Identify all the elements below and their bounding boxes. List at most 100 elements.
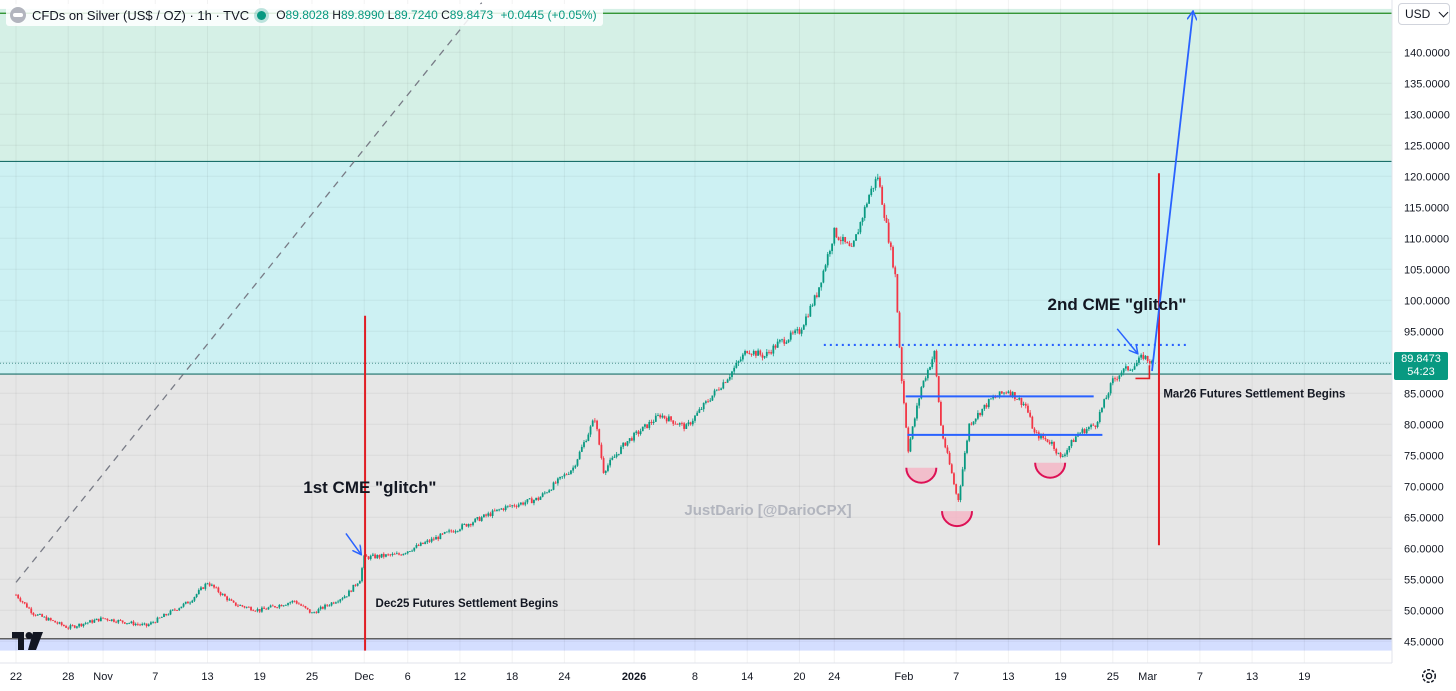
candle-body <box>552 482 555 490</box>
candle-body <box>1046 439 1049 443</box>
candle-body <box>278 604 281 608</box>
candle-body <box>345 596 348 598</box>
candle-body <box>620 446 622 454</box>
candle <box>1135 360 1138 367</box>
candle-body <box>955 484 958 494</box>
candle <box>404 552 407 555</box>
candle <box>1114 376 1116 382</box>
candle <box>963 450 966 472</box>
candle <box>863 205 866 221</box>
candle <box>469 523 472 528</box>
candle-body <box>478 517 481 521</box>
candle <box>900 346 903 384</box>
candle <box>1146 355 1149 364</box>
candle <box>726 378 729 383</box>
candle <box>622 442 625 450</box>
candle <box>82 623 85 628</box>
candle-body <box>759 350 762 355</box>
candle <box>593 418 596 424</box>
bowl-curve-2 <box>941 511 974 528</box>
candle-body <box>746 351 749 354</box>
candle <box>794 328 796 335</box>
candle-body <box>874 179 877 188</box>
candle-body <box>1109 383 1112 394</box>
candle <box>874 176 877 191</box>
candle-body <box>121 620 124 623</box>
candle <box>224 593 226 597</box>
candle-body <box>933 350 936 360</box>
candle-body <box>1079 432 1082 434</box>
candle-body <box>1131 369 1134 371</box>
y-tick-label: 95.0000 <box>1404 326 1444 338</box>
candle <box>946 445 949 455</box>
candle <box>700 407 703 411</box>
candle-body <box>940 402 942 426</box>
candle-body <box>1040 434 1042 439</box>
candle-body <box>646 424 649 429</box>
candle-body <box>485 514 487 516</box>
candle-body <box>228 599 231 601</box>
candle <box>213 584 215 589</box>
settings-gear-icon[interactable] <box>1420 667 1438 685</box>
candle <box>826 251 829 268</box>
candle <box>950 463 953 474</box>
candle-body <box>942 425 944 439</box>
candle-body <box>102 617 104 619</box>
x-tick-label: 7 <box>152 671 158 683</box>
candle <box>60 621 63 627</box>
symbol-title[interactable]: CFDs on Silver (US$ / OZ) · 1h · TVC <box>32 7 250 23</box>
candle <box>778 339 781 344</box>
candle <box>650 419 653 425</box>
candle <box>76 625 78 629</box>
candle-body <box>907 427 910 452</box>
candle <box>530 496 533 504</box>
candle <box>180 606 183 609</box>
candle <box>387 553 390 557</box>
candle-body <box>330 602 333 606</box>
candle <box>84 621 87 625</box>
candle-body <box>393 553 396 555</box>
candle-body <box>896 274 899 313</box>
candle <box>674 421 677 425</box>
candle-body <box>763 356 766 358</box>
candle-body <box>30 608 33 613</box>
candle <box>735 360 738 369</box>
zone-bottom <box>0 638 1392 651</box>
ohlc-values: O89.8028 H89.8990 L89.7240 C89.8473 +0.0… <box>276 8 597 22</box>
candle-body <box>413 547 416 551</box>
candle-body <box>931 359 934 368</box>
candle <box>829 249 831 257</box>
bowl-fill-3 <box>1035 462 1066 478</box>
candle-body <box>768 351 770 353</box>
candle-body <box>792 332 794 334</box>
candle <box>319 605 322 611</box>
candle <box>293 600 296 603</box>
candle <box>848 240 851 247</box>
x-tick-label: 8 <box>692 671 698 683</box>
x-tick-label: 28 <box>62 671 74 683</box>
candle-body <box>1029 412 1032 417</box>
candle-body <box>580 446 583 452</box>
tradingview-logo-icon[interactable] <box>12 632 44 650</box>
candle <box>1070 439 1073 449</box>
candle <box>1083 428 1086 434</box>
candle <box>876 173 879 181</box>
candle <box>596 419 598 432</box>
candle <box>202 587 205 590</box>
candle-body <box>587 434 590 441</box>
candle-body <box>398 553 400 555</box>
candle-body <box>356 583 359 586</box>
x-tick-label: 18 <box>506 671 518 683</box>
candle <box>676 423 679 425</box>
candle <box>578 450 581 460</box>
candle <box>1133 363 1136 370</box>
y-tick-label: 55.0000 <box>1404 574 1444 586</box>
candle-body <box>937 376 940 403</box>
candle <box>130 620 133 624</box>
currency-button[interactable]: USD <box>1398 3 1450 25</box>
candle-body <box>585 440 588 443</box>
candle <box>263 606 265 609</box>
bar-countdown: 54:23 <box>1407 366 1435 378</box>
candle-body <box>34 614 37 616</box>
